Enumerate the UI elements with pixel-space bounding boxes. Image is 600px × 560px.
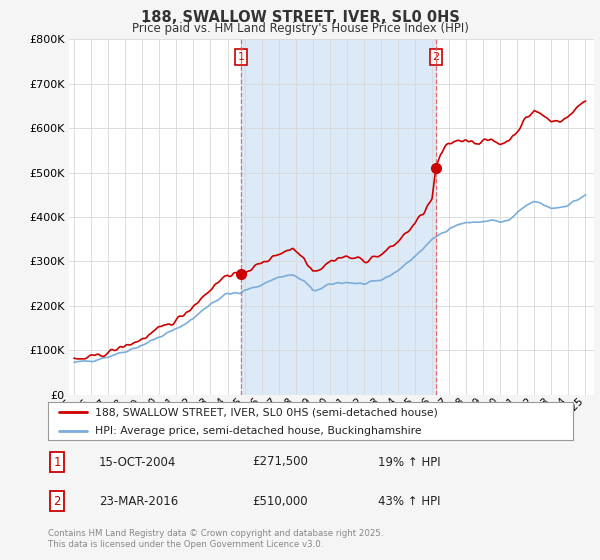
Text: Contains HM Land Registry data © Crown copyright and database right 2025.
This d: Contains HM Land Registry data © Crown c… — [48, 529, 383, 549]
Bar — [241, 39, 436, 395]
Text: 23-MAR-2016: 23-MAR-2016 — [99, 494, 178, 508]
Text: 1: 1 — [53, 455, 61, 469]
Text: £271,500: £271,500 — [252, 455, 308, 469]
Text: 2: 2 — [53, 494, 61, 508]
Text: Price paid vs. HM Land Registry's House Price Index (HPI): Price paid vs. HM Land Registry's House … — [131, 22, 469, 35]
Text: 188, SWALLOW STREET, IVER, SL0 0HS (semi-detached house): 188, SWALLOW STREET, IVER, SL0 0HS (semi… — [95, 407, 438, 417]
Text: 188, SWALLOW STREET, IVER, SL0 0HS: 188, SWALLOW STREET, IVER, SL0 0HS — [140, 10, 460, 25]
Text: 43% ↑ HPI: 43% ↑ HPI — [378, 494, 440, 508]
Text: £510,000: £510,000 — [252, 494, 308, 508]
Text: 2: 2 — [433, 52, 440, 62]
Text: HPI: Average price, semi-detached house, Buckinghamshire: HPI: Average price, semi-detached house,… — [95, 426, 422, 436]
Text: 15-OCT-2004: 15-OCT-2004 — [99, 455, 176, 469]
Text: 1: 1 — [238, 52, 244, 62]
Text: 19% ↑ HPI: 19% ↑ HPI — [378, 455, 440, 469]
